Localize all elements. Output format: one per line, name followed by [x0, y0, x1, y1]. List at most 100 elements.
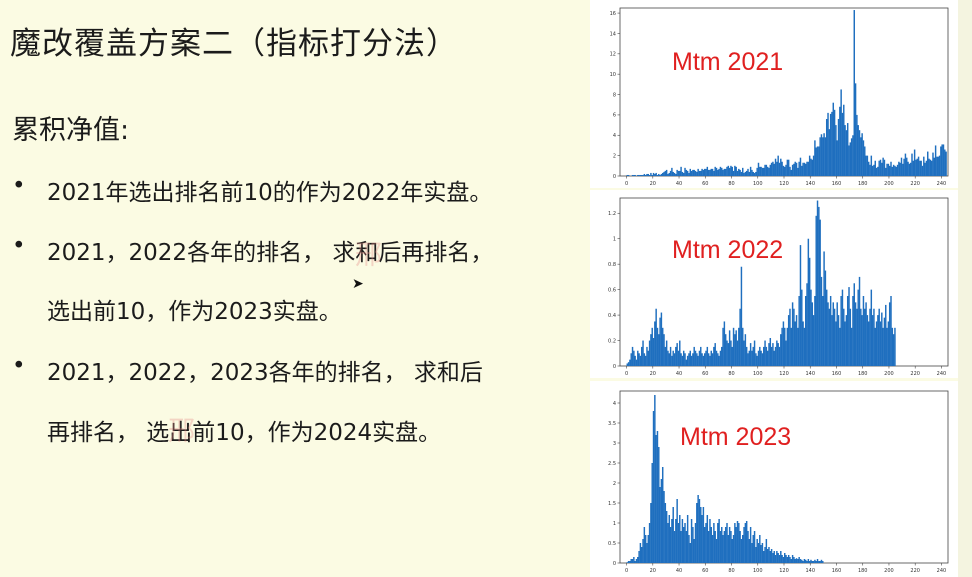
histogram-bar [679, 515, 681, 563]
histogram-bar [659, 174, 661, 176]
histogram-bar [719, 166, 722, 176]
histogram-bar [745, 346, 748, 366]
histogram-bar [864, 146, 866, 176]
histogram-bar [825, 289, 828, 366]
histogram-bar [705, 350, 707, 366]
histogram-bar [693, 169, 695, 176]
histogram-bar [713, 170, 715, 176]
histogram-bar [705, 523, 707, 563]
histogram-bar [727, 165, 730, 176]
histogram-bar [644, 355, 647, 366]
histogram-bar [631, 559, 634, 563]
mouse-cursor-icon: ➤ [352, 276, 364, 292]
histogram-bar [827, 112, 829, 176]
histogram-bar [787, 315, 790, 366]
histogram-bar [924, 162, 926, 176]
histogram-bar [719, 350, 722, 366]
x-tick-label: 0 [625, 568, 628, 574]
histogram-bar [903, 158, 905, 176]
histogram-bar [742, 167, 744, 176]
histogram-bar [755, 547, 757, 563]
histogram-bar [833, 109, 836, 176]
histogram-bar [673, 172, 676, 176]
histogram-bar [701, 168, 703, 176]
histogram-bar [709, 169, 711, 176]
y-tick-label: 1 [613, 237, 616, 243]
histogram-bar [688, 353, 690, 366]
histogram-bar [629, 561, 631, 563]
histogram-bar [759, 535, 761, 563]
histogram-bar [696, 353, 698, 366]
histogram-bar [694, 350, 697, 366]
bullet-marker: • [12, 233, 26, 259]
histogram-bar [784, 166, 786, 176]
histogram-bar [734, 165, 736, 176]
histogram-bar [661, 467, 664, 563]
histogram-bar [637, 557, 639, 563]
histogram-bar [731, 166, 733, 176]
histogram-bar [760, 350, 762, 366]
histogram-bar [786, 327, 789, 366]
histogram-bar [890, 161, 892, 176]
histogram-bar [724, 168, 727, 176]
histogram-bar [854, 302, 857, 366]
histogram-bar [765, 539, 768, 563]
histogram-bar [743, 527, 745, 563]
histogram-bar [663, 334, 665, 366]
histogram-bar [744, 334, 747, 366]
histogram-bar [782, 557, 785, 563]
histogram-bar [667, 350, 669, 366]
y-tick-label: 6 [613, 113, 616, 119]
histogram-bar [839, 106, 841, 176]
histogram-bar [664, 346, 667, 366]
histogram-bar [753, 531, 756, 563]
x-tick-label: 140 [805, 568, 815, 574]
histogram-bar [802, 321, 804, 366]
histogram-bar [703, 527, 706, 563]
histogram-bar [700, 346, 702, 366]
histogram-bar [631, 346, 634, 366]
y-tick-label: 2.5 [608, 461, 616, 467]
histogram-bar [744, 523, 747, 563]
histogram-bar [885, 304, 887, 366]
histogram-bar [723, 321, 726, 366]
histogram-bar [812, 155, 815, 176]
x-tick-label: 240 [937, 568, 947, 574]
histogram-bar [881, 312, 883, 366]
histogram-bar [794, 161, 796, 176]
histogram-bar [665, 511, 668, 563]
histogram-bar [654, 173, 656, 176]
histogram-bar [646, 346, 648, 366]
histogram-bar [631, 174, 634, 176]
histogram-bar [831, 315, 833, 366]
histogram-bar [743, 172, 745, 176]
x-tick-label: 60 [702, 181, 708, 187]
histogram-bar [945, 151, 947, 176]
x-tick-label: 200 [884, 568, 894, 574]
histogram-bar [669, 346, 672, 366]
histogram-bar [658, 447, 660, 563]
histogram-bar [825, 118, 828, 176]
histogram-bar [780, 334, 782, 366]
histogram-bar [766, 350, 769, 366]
histogram-bar [742, 327, 744, 366]
slide-title: 魔改覆盖方案二（指标打分法） [10, 26, 458, 62]
histogram-bar [894, 165, 896, 176]
y-tick-label: 16 [610, 11, 616, 17]
histogram-bar [668, 353, 671, 366]
histogram-bar [789, 308, 791, 366]
histogram-bar [738, 523, 740, 563]
histogram-bar [848, 145, 850, 176]
histogram-bar [679, 340, 681, 366]
histogram-bar [646, 173, 648, 176]
histogram-bar [761, 353, 764, 366]
histogram-bar [786, 159, 789, 176]
histogram-bar [743, 340, 745, 366]
histogram-bar [777, 343, 779, 366]
histogram-bar [804, 163, 807, 176]
histogram-bar [822, 296, 824, 366]
histogram-bar [784, 327, 786, 366]
histogram-bar [912, 160, 915, 176]
histogram-bar [766, 166, 769, 176]
histogram-bar [791, 555, 794, 563]
